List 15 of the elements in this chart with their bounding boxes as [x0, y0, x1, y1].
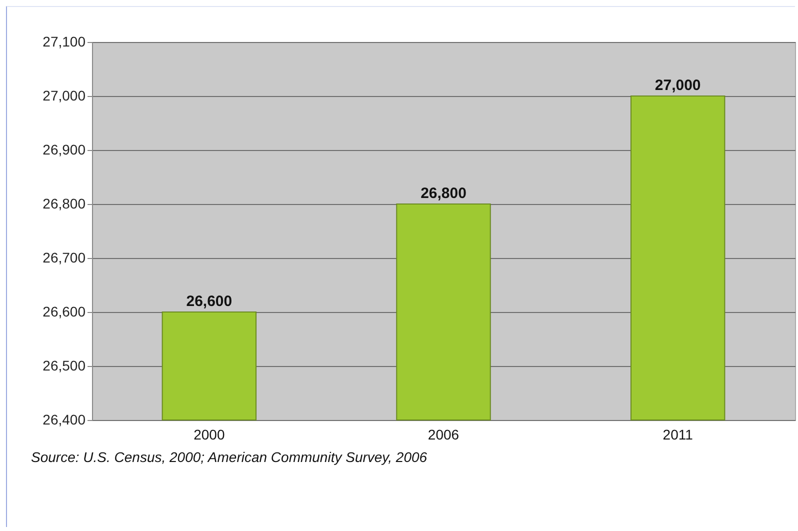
y-tick-label: 26,500 — [42, 358, 86, 374]
data-label: 26,800 — [420, 185, 466, 202]
x-tick-label: 2006 — [428, 426, 460, 442]
y-tick-label: 26,600 — [42, 304, 86, 320]
y-tick-label: 26,400 — [42, 412, 86, 428]
x-tick-label: 2000 — [194, 426, 225, 442]
y-tick-label: 26,900 — [42, 142, 86, 158]
data-label: 27,000 — [654, 77, 701, 94]
y-tick-label: 26,800 — [42, 196, 86, 212]
data-label: 26,600 — [186, 293, 232, 310]
x-tick-label: 2011 — [662, 426, 694, 442]
y-tick-label: 26,700 — [42, 250, 86, 266]
y-tick-label: 27,000 — [42, 88, 86, 104]
source-note: Source: U.S. Census, 2000; American Community Survey, 2006 — [31, 449, 428, 465]
y-tick-label: 27,100 — [42, 34, 86, 50]
